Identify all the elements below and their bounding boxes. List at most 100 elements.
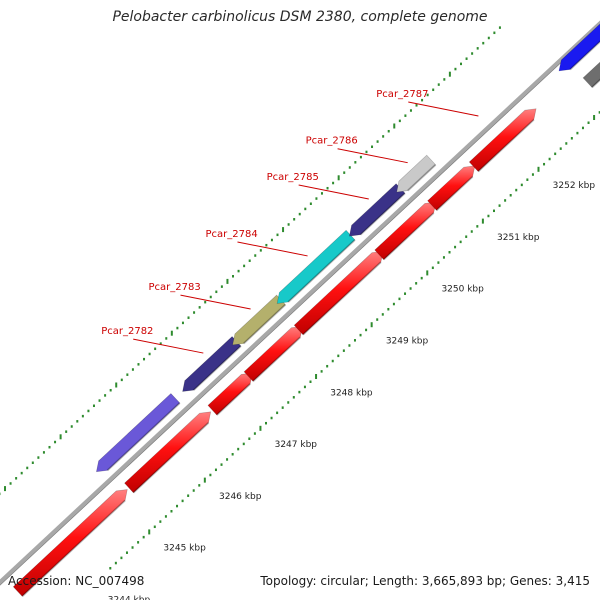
tick-dot bbox=[109, 567, 111, 570]
gene-label-pcar-2783: Pcar_2783 bbox=[148, 282, 200, 293]
tick-dot bbox=[154, 526, 156, 529]
tick-dot bbox=[243, 443, 245, 446]
tick-dot bbox=[393, 303, 395, 306]
tick-dot bbox=[371, 322, 373, 327]
scale-tick-label: 3252 kbp bbox=[553, 181, 596, 191]
tick-dot bbox=[415, 282, 417, 285]
tick-dot bbox=[315, 374, 317, 379]
tick-dot bbox=[176, 327, 178, 330]
label-leader-line bbox=[408, 102, 478, 116]
gene-arrow-pcar-2787 bbox=[469, 109, 536, 172]
tick-dot bbox=[499, 26, 501, 29]
tick-dot bbox=[521, 184, 523, 187]
tick-dot bbox=[399, 120, 401, 123]
tick-dot bbox=[549, 158, 551, 161]
tick-dot bbox=[410, 109, 412, 112]
tick-dot bbox=[148, 529, 150, 534]
tick-dot bbox=[171, 331, 173, 336]
tick-dot bbox=[121, 379, 123, 382]
tick-dot bbox=[48, 446, 50, 449]
scale-tick-label: 3244 kbp bbox=[108, 596, 151, 600]
gene-label-pcar-2787: Pcar_2787 bbox=[376, 89, 428, 100]
label-leader-line bbox=[299, 185, 369, 199]
tick-dot bbox=[377, 140, 379, 143]
tick-dot bbox=[382, 135, 384, 138]
tick-dot bbox=[554, 153, 556, 156]
tick-dot bbox=[165, 515, 167, 518]
tick-dot bbox=[460, 241, 462, 244]
tick-dot bbox=[432, 267, 434, 270]
gene-arrow bbox=[428, 166, 475, 211]
tick-dot bbox=[182, 500, 184, 503]
tick-dot bbox=[232, 275, 234, 278]
scale-tick-label: 3251 kbp bbox=[497, 233, 540, 243]
tick-dot bbox=[404, 292, 406, 295]
tick-dot bbox=[354, 161, 356, 164]
tick-dot bbox=[276, 234, 278, 237]
tick-dot bbox=[232, 453, 234, 456]
tick-dot bbox=[327, 187, 329, 190]
tick-dot bbox=[454, 68, 456, 71]
tick-dot bbox=[477, 47, 479, 50]
scale-tick-label: 3249 kbp bbox=[386, 336, 429, 346]
tick-dot bbox=[338, 175, 340, 180]
tick-dot bbox=[87, 410, 89, 413]
tick-dot bbox=[149, 353, 151, 356]
tick-dot bbox=[15, 477, 17, 480]
tick-dot bbox=[493, 32, 495, 35]
tick-dot bbox=[593, 115, 595, 120]
tick-dot bbox=[37, 456, 39, 459]
tick-dot bbox=[460, 63, 462, 66]
tick-dot bbox=[310, 202, 312, 205]
tick-dot bbox=[304, 208, 306, 211]
tick-dot bbox=[309, 380, 311, 383]
label-leader-line bbox=[338, 149, 408, 163]
tick-dot bbox=[537, 167, 539, 172]
tick-dot bbox=[154, 348, 156, 351]
gene-label-pcar-2786: Pcar_2786 bbox=[306, 136, 358, 147]
accession-text: Accession: NC_007498 bbox=[8, 574, 144, 588]
tick-dot bbox=[504, 199, 506, 202]
tick-dot bbox=[137, 541, 139, 544]
tick-dot bbox=[287, 401, 289, 404]
tick-dot bbox=[143, 358, 145, 361]
tick-dot bbox=[315, 197, 317, 200]
tick-dot bbox=[371, 146, 373, 149]
gene-arrow-pcar-2786 bbox=[397, 155, 436, 192]
tick-dot bbox=[332, 360, 334, 363]
tick-dot bbox=[326, 365, 328, 368]
tick-dot bbox=[360, 334, 362, 337]
tick-dot bbox=[82, 415, 84, 418]
tick-dot bbox=[120, 557, 122, 560]
tick-dot bbox=[193, 311, 195, 314]
tick-dot bbox=[265, 244, 267, 247]
tick-dot bbox=[76, 420, 78, 423]
tick-dot bbox=[60, 434, 62, 439]
tick-dot bbox=[582, 127, 584, 130]
tick-dot bbox=[221, 285, 223, 288]
tick-dot bbox=[288, 223, 290, 226]
tick-dot bbox=[343, 171, 345, 174]
tick-dot bbox=[276, 412, 278, 415]
tick-dot bbox=[432, 89, 434, 92]
tick-dot bbox=[221, 463, 223, 466]
map-title: Pelobacter carbinolicus DSM 2380, comple… bbox=[0, 9, 600, 25]
tick-dot bbox=[382, 313, 384, 316]
tick-dot bbox=[204, 301, 206, 304]
tick-dot bbox=[265, 422, 267, 425]
tick-dot bbox=[193, 489, 195, 492]
tick-dot bbox=[465, 235, 467, 238]
tick-dot bbox=[488, 37, 490, 40]
tick-dot bbox=[321, 192, 323, 195]
tick-dot bbox=[137, 363, 139, 366]
tick-dot bbox=[360, 156, 362, 159]
tick-dot bbox=[132, 546, 134, 549]
tick-dot bbox=[282, 406, 284, 409]
gene-label-pcar-2782: Pcar_2782 bbox=[101, 326, 153, 337]
tick-dot bbox=[32, 462, 34, 465]
tick-dot bbox=[259, 426, 261, 431]
scale-tick-label: 3245 kbp bbox=[163, 544, 206, 554]
